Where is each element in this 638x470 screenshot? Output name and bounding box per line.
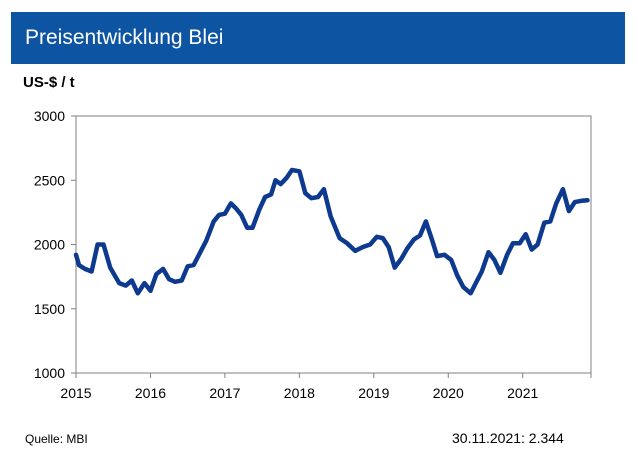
chart-tick-labels: 1000 1500 2000 2500 3000 2015 2016 2017 2018 2019… (34, 108, 539, 401)
data-source-note: Quelle: MBI (25, 432, 88, 446)
y-axis-unit-label: US-$ / t (23, 74, 75, 91)
x-tick-label: 2018 (284, 385, 315, 401)
y-tick-label: 1000 (34, 365, 65, 381)
y-tick-label: 2000 (34, 237, 65, 253)
x-tick-label: 2019 (358, 385, 389, 401)
x-tick-label: 2020 (433, 385, 464, 401)
x-tick-label: 2016 (135, 385, 166, 401)
x-tick-label: 2017 (209, 385, 240, 401)
y-tick-label: 1500 (34, 301, 65, 317)
y-tick-label: 3000 (34, 108, 65, 124)
chart-title: Preisentwicklung Blei (25, 26, 224, 49)
latest-value-note: 30.11.2021: 2.344 (452, 430, 564, 446)
chart-title-bar: Preisentwicklung Blei (11, 12, 625, 64)
lead-price-line (73, 167, 590, 296)
x-tick-label: 2015 (60, 385, 91, 401)
chart-axes (71, 115, 592, 378)
y-tick-label: 2500 (34, 172, 65, 188)
x-tick-label: 2021 (507, 385, 538, 401)
